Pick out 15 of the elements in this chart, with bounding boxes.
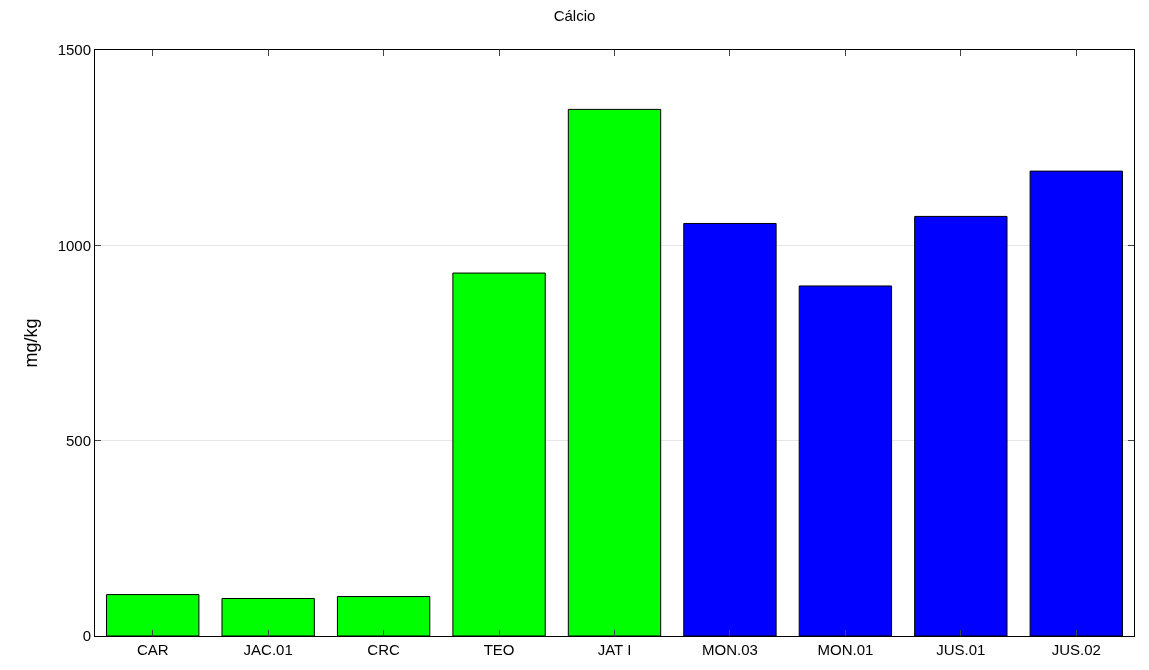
x-tick-label: JUS.01	[936, 641, 986, 658]
x-tick-label: MON.01	[817, 641, 874, 658]
x-tick-label: CAR	[136, 641, 169, 658]
x-tick-label: JAT I	[597, 641, 632, 658]
x-tick-label: JAC.01	[243, 641, 293, 658]
y-tick-label: 0	[82, 627, 91, 645]
y-tick-label: 500	[65, 431, 91, 449]
x-tick-label: TEO	[483, 641, 515, 658]
x-tick-label: CRC	[367, 641, 401, 658]
y-tick-label: 1500	[57, 41, 91, 59]
y-tick-label: 1000	[57, 236, 91, 254]
y-axis-title: mg/kg	[20, 318, 41, 368]
chart-title: Cálcio	[553, 6, 596, 24]
x-tick-label: MON.03	[702, 641, 758, 658]
x-tick-label: JUS.02	[1051, 641, 1101, 658]
